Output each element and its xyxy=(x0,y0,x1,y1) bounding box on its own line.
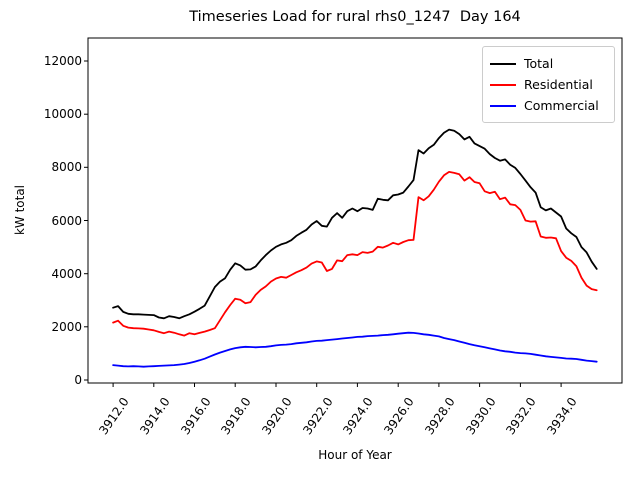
legend-line-total xyxy=(490,62,516,65)
y-tick-label: 10000 xyxy=(43,107,82,122)
legend-label: Residential xyxy=(524,77,593,92)
legend-label: Commercial xyxy=(524,98,599,113)
y-tick-label: 4000 xyxy=(51,266,82,281)
residential-line xyxy=(112,170,598,337)
legend-entry: Total xyxy=(490,53,606,74)
y-tick-label: 12000 xyxy=(43,54,82,68)
chart-title: Timeseries Load for rural rhs0_1247 Day … xyxy=(189,9,521,25)
legend-line-residential xyxy=(490,83,516,86)
commercial-line xyxy=(112,331,598,368)
legend-line-commercial xyxy=(490,104,516,107)
y-tick-label: 8000 xyxy=(51,160,82,175)
axes-frame xyxy=(87,37,623,384)
total-line xyxy=(112,128,598,320)
x-axis-label: Hour of Year xyxy=(318,448,392,462)
legend-entry: Commercial xyxy=(490,95,606,116)
y-tick-label: 2000 xyxy=(51,319,82,334)
y-tick-label: 0 xyxy=(74,373,82,387)
legend-entry: Residential xyxy=(490,74,606,95)
legend: Total Residential Commercial xyxy=(482,46,615,123)
legend-label: Total xyxy=(524,56,554,71)
y-tick-label: 6000 xyxy=(51,213,82,228)
